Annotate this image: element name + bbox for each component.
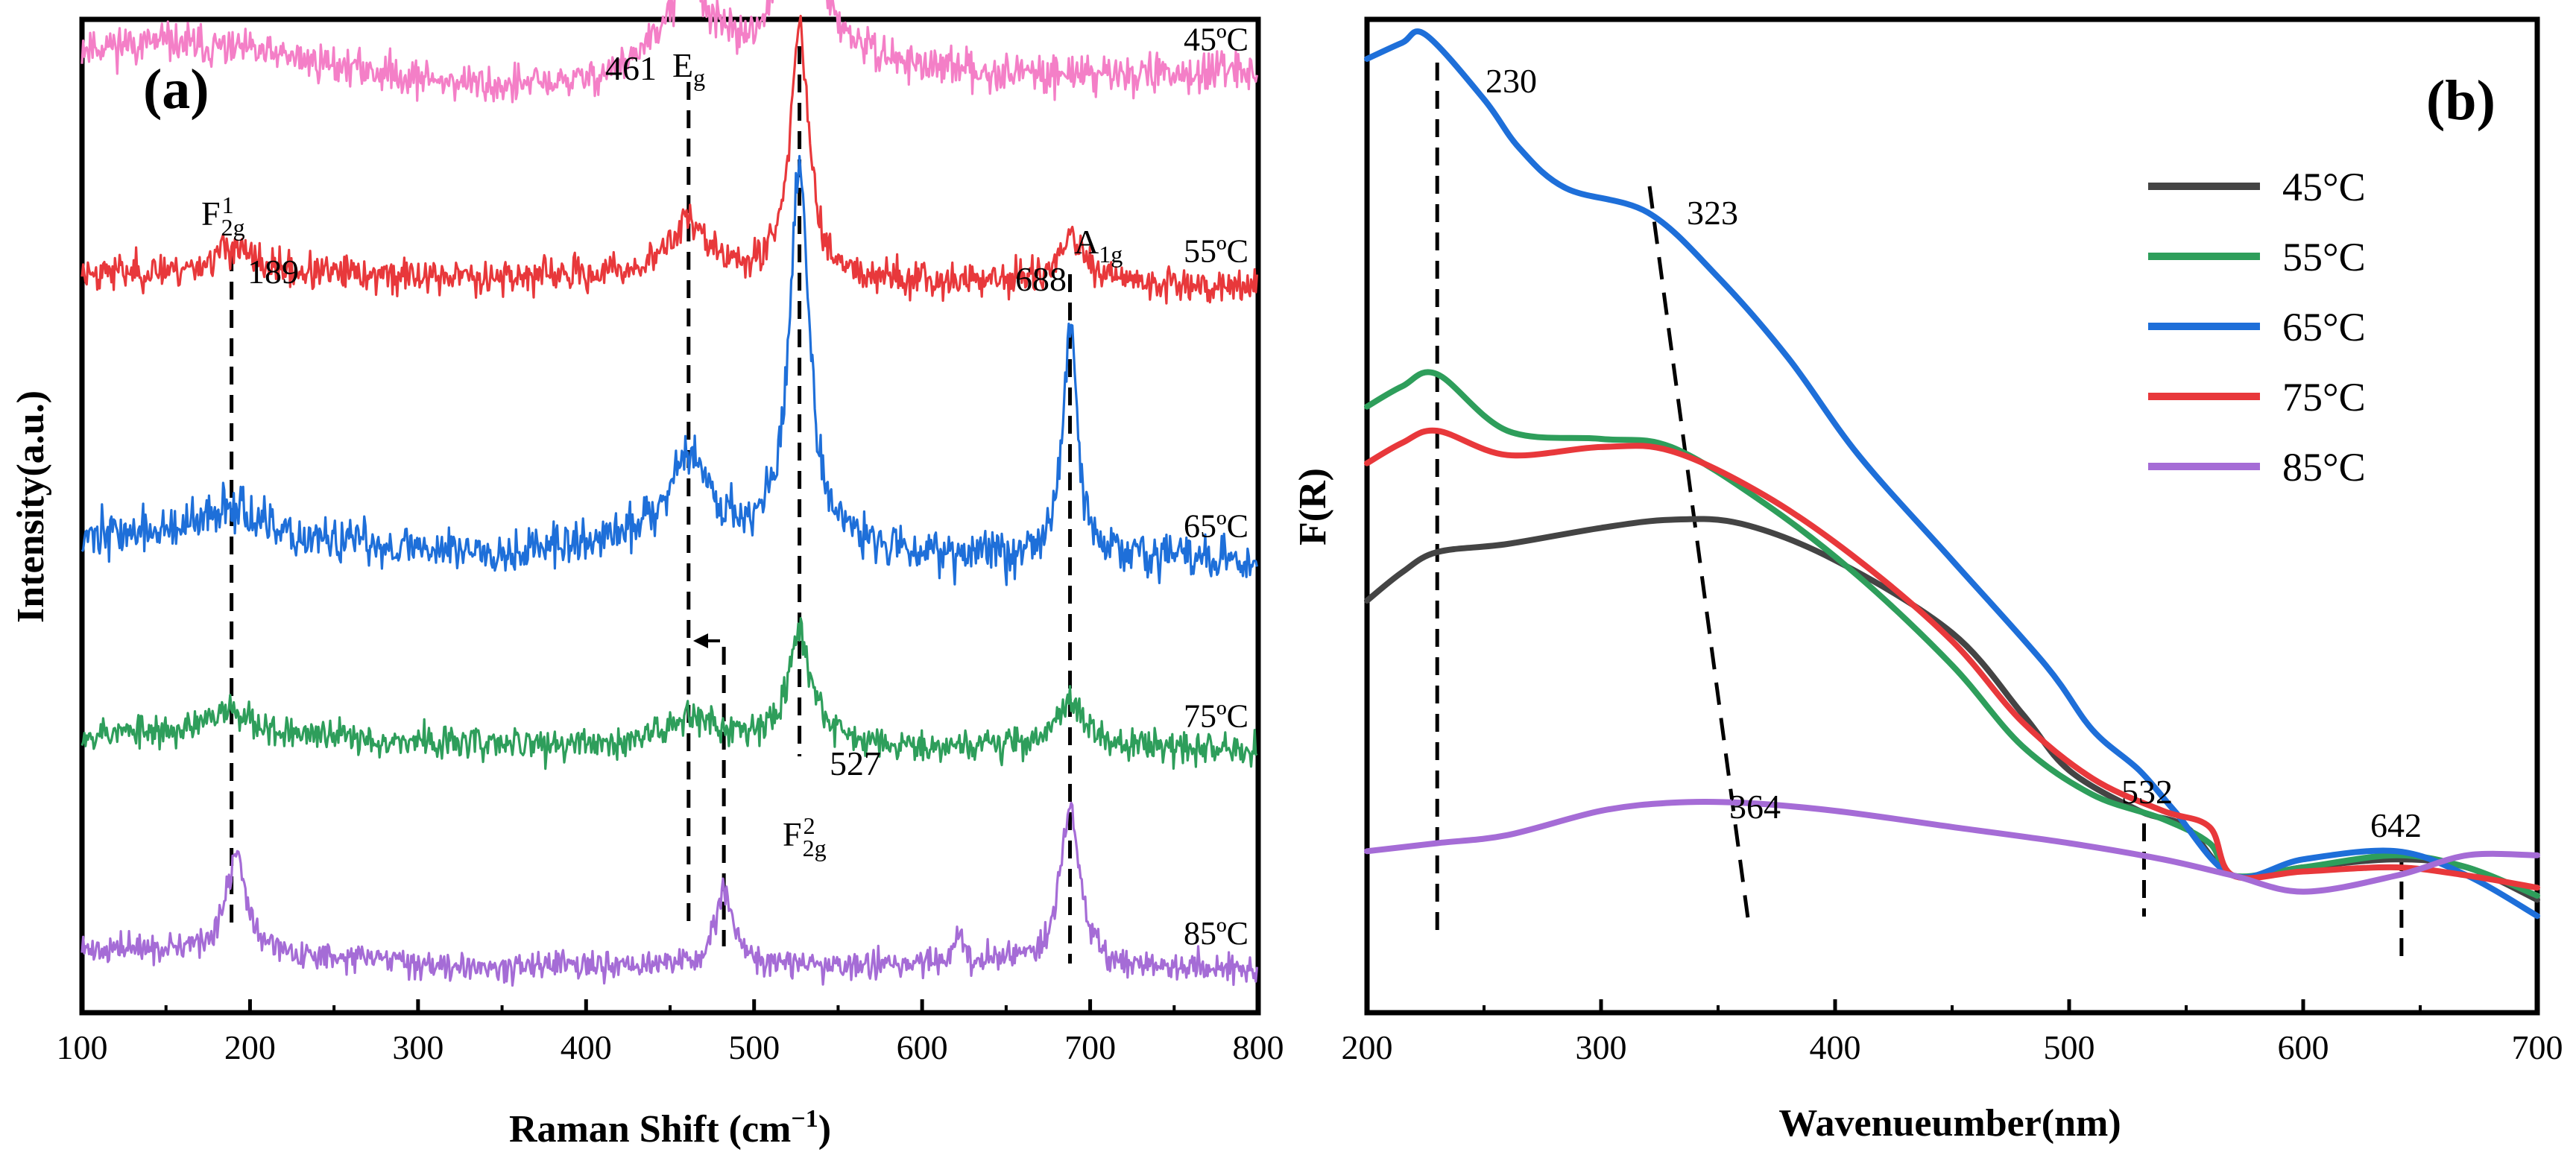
- panel-b-x-axis-title: Wavenueumber(nm): [1778, 1102, 2121, 1145]
- series-a-45ºC: [80, 0, 1258, 104]
- annot-f2g2-sub: 2g: [803, 835, 827, 861]
- panel-a-tick-label-500: 500: [728, 1028, 780, 1066]
- panel-a-tick-label-200: 200: [224, 1028, 276, 1066]
- temp-label-a-75ºC: 75ºC: [1184, 698, 1248, 735]
- series-b-85°C: [1364, 798, 2540, 895]
- panel-b-tick-label-200: 200: [1342, 1028, 1393, 1066]
- legend-label-65°C: 65°C: [2282, 305, 2366, 349]
- series-a-85ºC: [80, 801, 1258, 987]
- annot-230: 230: [1486, 62, 1537, 100]
- annot-f2g1: F1 2g: [201, 192, 245, 241]
- annot-a1g-main: A: [1074, 223, 1099, 261]
- panel-b-tick-label-600: 600: [2278, 1028, 2329, 1066]
- annot-461: 461: [605, 49, 657, 87]
- annot-eg-sub: g: [693, 64, 705, 91]
- panel-b-tick-label-500: 500: [2044, 1028, 2095, 1066]
- shift-line-323-364: [1647, 186, 1750, 919]
- panel-a-temperature-labels: 45ºC 55ºC 65ºC 75ºC 85ºC: [1184, 21, 1248, 952]
- annot-189: 189: [247, 253, 299, 291]
- panel-a-xlabel-close: ): [818, 1108, 831, 1151]
- panel-a-reference-lines: [230, 46, 1073, 964]
- panel-a-tick-label-600: 600: [897, 1028, 948, 1066]
- series-a-55ºC: [80, 14, 1258, 305]
- panel-b-series: [1364, 28, 2540, 920]
- panel-a-x-axis-title: Raman Shift (cm−1): [509, 1105, 831, 1151]
- annot-364: 364: [1729, 788, 1781, 826]
- legend-label-45°C: 45°C: [2282, 165, 2366, 209]
- temp-label-a-55ºC: 55ºC: [1184, 232, 1248, 269]
- annot-323: 323: [1687, 194, 1738, 232]
- panel-a-tick-label-400: 400: [561, 1028, 612, 1066]
- panel-b-tick-label-400: 400: [1810, 1028, 1861, 1066]
- panel-a-series: [80, 0, 1258, 987]
- peak-annotations-b: 230 323 364 532 642: [1486, 62, 2422, 844]
- annot-a1g-sub: 1g: [1099, 241, 1123, 268]
- panel-a-y-axis-title: Intensity(a.u.): [10, 390, 52, 623]
- panel-b-label: (b): [2426, 69, 2496, 132]
- annot-f2g2-main: F: [783, 815, 802, 853]
- panel-a-xlabel-sup: −1: [791, 1105, 818, 1133]
- peak-annotations-a: 461 Eg F1 2g 189 688 A1g 527 F2 2g: [201, 46, 1123, 861]
- panel-a-tick-label-100: 100: [57, 1028, 108, 1066]
- panel-a-xlabel-main: Raman Shift (cm: [509, 1108, 791, 1151]
- shift-arrow-head: [693, 633, 708, 648]
- panel-b-tick-label-300: 300: [1576, 1028, 1627, 1066]
- temp-label-a-85ºC: 85ºC: [1184, 915, 1248, 952]
- panel-a-x-ticks: 100 200 300 400 500 600 700 800: [57, 999, 1284, 1066]
- annot-f2g1-main: F: [201, 194, 221, 232]
- panel-b-legend: 45°C 55°C 65°C 75°C 85°C: [2148, 165, 2366, 490]
- panel-b-x-ticks: 200 300 400 500 600 700: [1342, 999, 2563, 1066]
- series-b-45°C: [1364, 516, 2540, 903]
- annot-642: 642: [2370, 806, 2422, 844]
- series-b-55°C: [1364, 369, 2540, 899]
- annot-f2g1-sub: 2g: [221, 214, 245, 241]
- annot-eg: Eg: [672, 46, 705, 91]
- temp-label-a-45ºC: 45ºC: [1184, 21, 1248, 57]
- annot-f2g1-sup: 1: [222, 192, 234, 218]
- series-a-75ºC: [80, 617, 1258, 771]
- series-b-75°C: [1364, 427, 2540, 891]
- legend-label-85°C: 85°C: [2282, 445, 2366, 490]
- panel-b-tick-label-700: 700: [2512, 1028, 2563, 1066]
- series-a-65ºC: [80, 154, 1258, 586]
- panel-b-drs: 200 300 400 500 600 700 (b) 45°C 55°C 65°C 75°C 8…: [1292, 16, 2563, 1145]
- panel-a-tick-label-300: 300: [392, 1028, 443, 1066]
- legend-label-75°C: 75°C: [2282, 375, 2366, 420]
- series-b-65°C: [1364, 28, 2540, 920]
- panel-a-tick-label-700: 700: [1064, 1028, 1116, 1066]
- annot-527: 527: [830, 744, 881, 782]
- temp-label-a-65ºC: 65ºC: [1184, 507, 1248, 544]
- annot-f2g2: F2 2g: [783, 812, 827, 861]
- annot-eg-main: E: [672, 46, 693, 84]
- panel-a-raman: 100 200 300 400 500 600 700 800 45ºC 55ºC 65ºC 75º…: [10, 0, 1284, 1151]
- panel-b-reference-lines: [1435, 63, 2404, 961]
- legend-label-55°C: 55°C: [2282, 235, 2366, 279]
- panel-a-label: (a): [143, 58, 209, 121]
- annot-688: 688: [1015, 260, 1067, 298]
- annot-f2g2-sup: 2: [804, 812, 815, 839]
- annot-532: 532: [2121, 773, 2173, 811]
- panel-a-tick-label-800: 800: [1233, 1028, 1284, 1066]
- panel-b-y-axis-title: F(R): [1292, 468, 1334, 545]
- annot-a1g: A1g: [1074, 223, 1123, 268]
